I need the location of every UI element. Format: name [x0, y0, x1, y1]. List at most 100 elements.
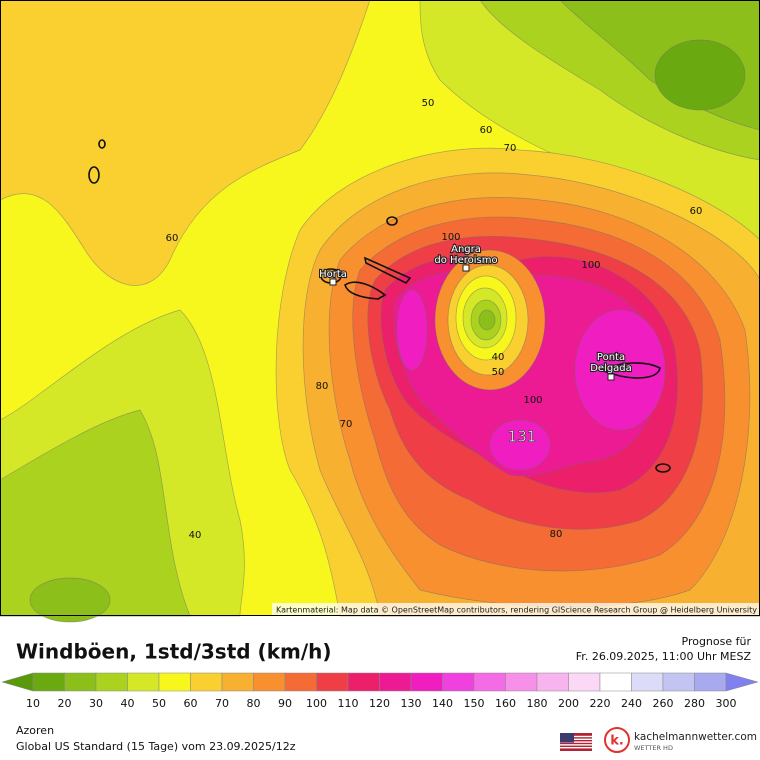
place-name: Ponta — [597, 352, 625, 363]
legend-swatch — [410, 672, 443, 692]
place-marker — [607, 373, 615, 381]
legend-swatch — [599, 672, 632, 692]
legend-swatch — [221, 672, 254, 692]
legend-swatch — [442, 672, 475, 692]
contour-label: 50 — [422, 98, 435, 109]
gust-area — [29, 577, 111, 623]
contour-label: 80 — [550, 529, 563, 540]
gust-area — [654, 39, 746, 111]
island — [363, 256, 412, 285]
legend-label: 100 — [306, 697, 327, 710]
contour-label: 60 — [690, 206, 703, 217]
place-name: do Heroismo — [434, 255, 497, 266]
island — [98, 139, 106, 149]
legend-label: 30 — [89, 697, 103, 710]
legend-swatch — [347, 672, 380, 692]
gust-area — [574, 309, 666, 431]
legend-arrow — [725, 672, 759, 692]
legend-label: 10 — [26, 697, 40, 710]
legend-swatch — [473, 672, 506, 692]
legend-label: 200 — [558, 697, 579, 710]
brand-sub: WETTER HD — [634, 744, 673, 752]
legend-swatch — [316, 672, 349, 692]
legend-label: 130 — [401, 697, 422, 710]
legend-label: 90 — [278, 697, 292, 710]
legend-swatch — [379, 672, 412, 692]
wind-map: 50 60 70 60 60 100 100 80 70 40 50 100 131 40 80 Horta A… — [0, 0, 760, 623]
island — [655, 463, 671, 473]
region: Azoren — [16, 724, 54, 737]
legend-swatch — [505, 672, 538, 692]
contour-label: 131 — [508, 428, 537, 446]
legend-swatch — [568, 672, 601, 692]
gust-area — [478, 309, 496, 331]
legend-label: 280 — [684, 697, 705, 710]
place-name: Angra — [451, 244, 481, 255]
legend-swatch — [32, 672, 65, 692]
gust-area — [489, 419, 551, 471]
island — [344, 281, 387, 300]
contour-label: 40 — [189, 530, 202, 541]
legend-swatch — [253, 672, 286, 692]
legend-label: 50 — [152, 697, 166, 710]
legend-label: 180 — [527, 697, 548, 710]
legend-swatch — [158, 672, 191, 692]
forecast-label: Prognose für — [682, 635, 752, 648]
islands — [88, 139, 671, 473]
place-name: Delgada — [590, 363, 632, 374]
legend-swatch — [64, 672, 97, 692]
legend-label: 80 — [247, 697, 261, 710]
legend-label: 70 — [215, 697, 229, 710]
contour-label: 50 — [492, 367, 505, 378]
legend-swatch — [536, 672, 569, 692]
logo — [604, 727, 630, 753]
brand: kachelmannwetter.com — [634, 731, 757, 743]
flag — [560, 733, 592, 751]
legend-label: 150 — [464, 697, 485, 710]
legend-swatch — [694, 672, 727, 692]
legend-label: 260 — [653, 697, 674, 710]
legend-label: 120 — [369, 697, 390, 710]
logo-mark: k. — [610, 734, 624, 749]
island — [386, 216, 398, 226]
contour-label: 70 — [340, 419, 353, 430]
island — [597, 362, 661, 379]
legend-swatch — [284, 672, 317, 692]
contour-label: 60 — [480, 125, 493, 136]
attribution-background — [272, 603, 760, 616]
gust-area — [0, 409, 191, 617]
contour-label: 40 — [492, 352, 505, 363]
legend-label: 300 — [716, 697, 737, 710]
contour-label: 60 — [166, 233, 179, 244]
place-marker — [462, 264, 470, 272]
legend-swatch — [662, 672, 695, 692]
contour-label: 100 — [523, 395, 542, 406]
contour-label: 70 — [504, 143, 517, 154]
legend-label: 220 — [590, 697, 611, 710]
map-labels: 50 60 70 60 60 100 100 80 70 40 50 100 131 40 80 Horta A… — [166, 98, 703, 541]
legend-label: 20 — [58, 697, 72, 710]
legend-swatch — [127, 672, 160, 692]
legend-label: 240 — [621, 697, 642, 710]
title: Windböen, 1std/3std (km/h) — [16, 640, 332, 664]
gust-area — [396, 289, 428, 371]
forecast-time: Fr. 26.09.2025, 11:00 Uhr MESZ — [576, 650, 752, 663]
legend-label: 160 — [495, 697, 516, 710]
legend-arrow — [1, 672, 34, 692]
legend-label: 40 — [121, 697, 135, 710]
island — [88, 166, 100, 184]
place-marker — [329, 278, 337, 286]
legend-label: 110 — [338, 697, 359, 710]
place-name: Horta — [319, 269, 347, 280]
legend-swatch — [95, 672, 128, 692]
legend-swatch — [190, 672, 223, 692]
attribution: Kartenmaterial: Map data © OpenStreetMap… — [276, 606, 757, 615]
legend-label: 140 — [432, 697, 453, 710]
gust-area — [0, 0, 371, 286]
model-run: Global US Standard (15 Tage) vom 23.09.2… — [16, 740, 296, 753]
contour-label: 100 — [581, 260, 600, 271]
color-legend: 10 20 30 40 50 60 70 80 90 100 110 120 130 140 150 160 1… — [1, 672, 759, 710]
legend-label: 60 — [184, 697, 198, 710]
legend-swatch — [631, 672, 664, 692]
